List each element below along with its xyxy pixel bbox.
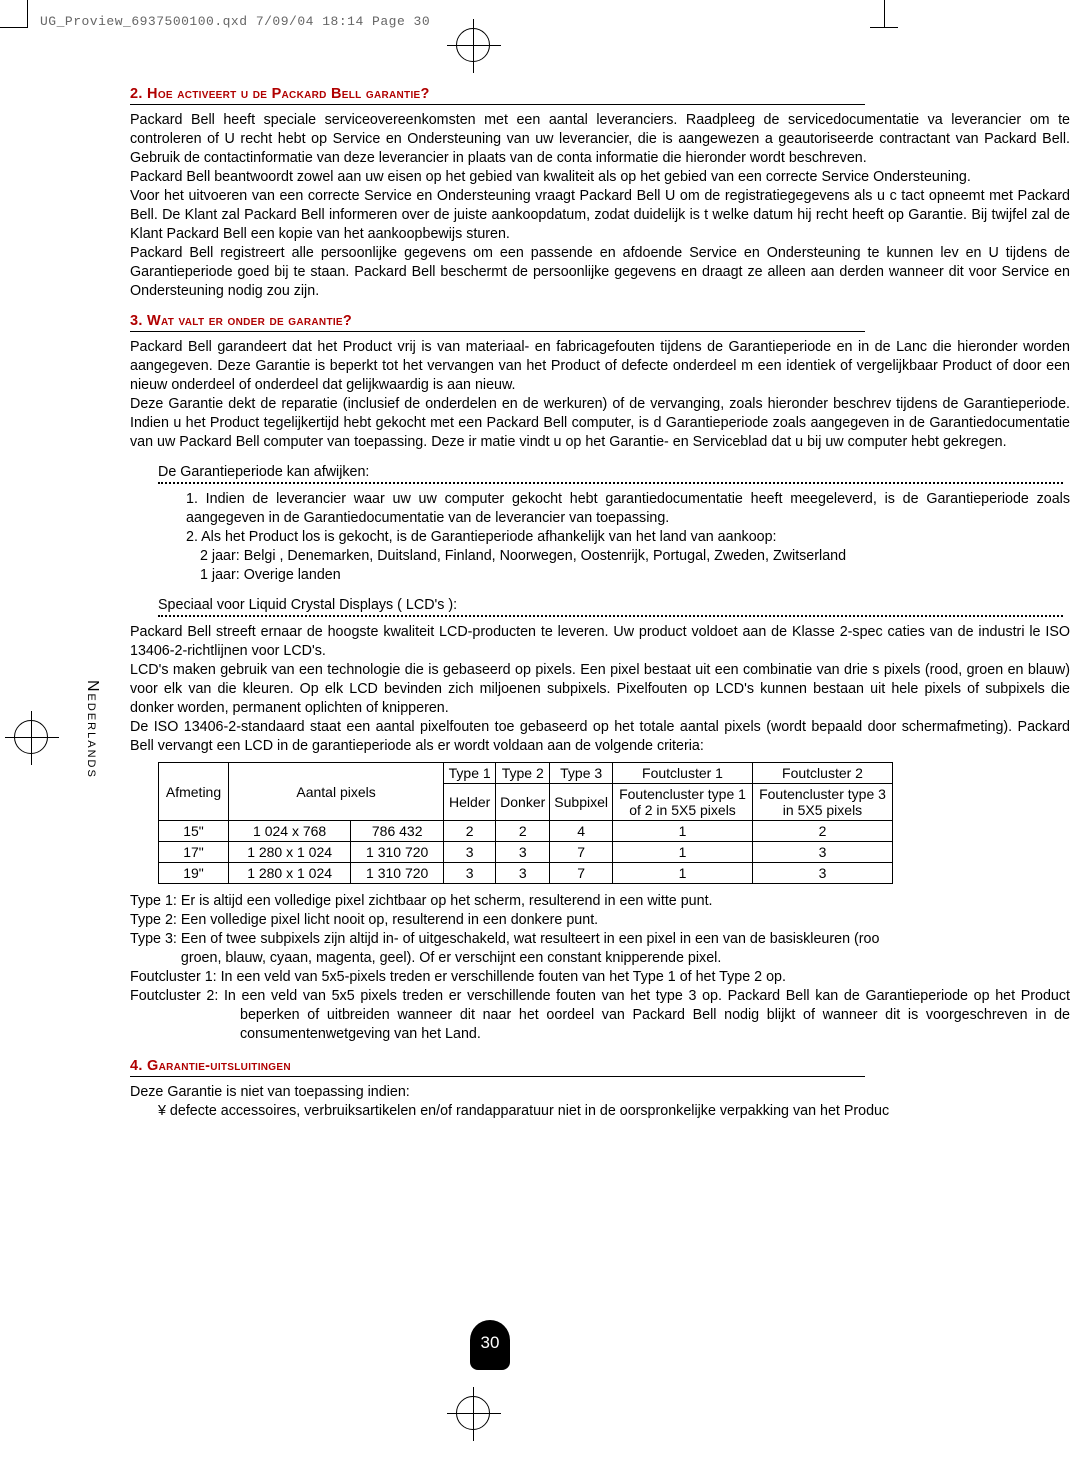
table-cell: 1 bbox=[613, 842, 753, 863]
list-sub-item: 2 jaar: Belgi , Denemarken, Duitsland, F… bbox=[200, 547, 1070, 566]
type-definitions: Type 1: Er is altijd een volledige pixel… bbox=[130, 892, 1070, 1044]
th-type2: Type 2 bbox=[496, 763, 550, 784]
table-cell: 1 bbox=[613, 821, 753, 842]
th-sub: Foutencluster type 1 of 2 in 5X5 pixels bbox=[613, 784, 753, 821]
body-text: De ISO 13406-2-standaard staat een aanta… bbox=[130, 718, 1070, 756]
table-cell: 786 432 bbox=[351, 821, 444, 842]
table-cell: 7 bbox=[550, 842, 613, 863]
pixel-defect-table: Afmeting Aantal pixels Type 1 Type 2 Typ… bbox=[158, 762, 893, 884]
table-cell: 3 bbox=[496, 863, 550, 884]
table-cell: 3 bbox=[444, 863, 496, 884]
section-num: 2. bbox=[130, 86, 143, 102]
dotted-rule bbox=[158, 482, 1063, 484]
table-cell: 3 bbox=[753, 842, 893, 863]
body-text: Packard Bell streeft ernaar de hoogste k… bbox=[130, 623, 1070, 661]
body-text: Deze Garantie dekt de reparatie (inclusi… bbox=[130, 395, 1070, 452]
table-cell: 3 bbox=[496, 842, 550, 863]
page-content: 2. Hoe activeert u de Packard Bell garan… bbox=[130, 86, 1070, 1121]
page-number-badge: 30 bbox=[470, 1320, 510, 1370]
th-sub: Donker bbox=[496, 784, 550, 821]
crop-mark bbox=[870, 27, 898, 28]
table-cell: 1 280 x 1 024 bbox=[229, 863, 351, 884]
table-cell: 1 310 720 bbox=[351, 863, 444, 884]
body-text: Packard Bell beantwoordt zowel aan uw ei… bbox=[130, 168, 1070, 187]
table-cell: 4 bbox=[550, 821, 613, 842]
table-cell: 15" bbox=[159, 821, 229, 842]
crop-mark bbox=[0, 27, 28, 28]
section-2-title: 2. Hoe activeert u de Packard Bell garan… bbox=[130, 86, 1070, 102]
body-text: LCD's maken gebruik van een technologie … bbox=[130, 661, 1070, 718]
list-item: ¥ defecte accessoires, verbruiksartikele… bbox=[158, 1102, 1070, 1121]
th-type1: Type 1 bbox=[444, 763, 496, 784]
table-cell: 19" bbox=[159, 863, 229, 884]
table-cell: 2 bbox=[753, 821, 893, 842]
registration-mark bbox=[456, 28, 490, 62]
list-item: 2. Als het Product los is gekocht, is de… bbox=[186, 528, 1070, 547]
table-cell: 1 024 x 768 bbox=[229, 821, 351, 842]
registration-mark bbox=[14, 720, 48, 754]
body-text: Voor het uitvoeren van een correcte Serv… bbox=[130, 187, 1070, 244]
registration-mark bbox=[456, 1396, 490, 1430]
th-type3: Type 3 bbox=[550, 763, 613, 784]
crop-mark bbox=[884, 0, 885, 28]
table-cell: 1 bbox=[613, 863, 753, 884]
body-text: Packard Bell registreert alle persoonlij… bbox=[130, 244, 1070, 301]
th-sub: Helder bbox=[444, 784, 496, 821]
section-heading: Wat valt er onder de garantie? bbox=[147, 313, 352, 329]
table-cell: 17" bbox=[159, 842, 229, 863]
table-row: 15"1 024 x 768786 43222412 bbox=[159, 821, 893, 842]
section-rule bbox=[130, 104, 865, 105]
def-type3-cont: Type 3: groen, blauw, cyaan, magenta, ge… bbox=[130, 949, 1070, 968]
table-cell: 7 bbox=[550, 863, 613, 884]
sub-heading: Speciaal voor Liquid Crystal Displays ( … bbox=[158, 597, 1070, 613]
th-size: Afmeting bbox=[159, 763, 229, 821]
table-row: 17"1 280 x 1 0241 310 72033713 bbox=[159, 842, 893, 863]
def-fc2: Foutcluster 2: In een veld van 5x5 pixel… bbox=[130, 987, 1070, 1044]
def-type1: Type 1: Er is altijd een volledige pixel… bbox=[130, 892, 1070, 911]
section-num: 4. bbox=[130, 1058, 143, 1074]
th-sub: Foutencluster type 3 in 5X5 pixels bbox=[753, 784, 893, 821]
section-num: 3. bbox=[130, 313, 143, 329]
sub-heading: De Garantieperiode kan afwijken: bbox=[158, 464, 1070, 480]
table-cell: 3 bbox=[444, 842, 496, 863]
table-cell: 1 280 x 1 024 bbox=[229, 842, 351, 863]
table-cell: 2 bbox=[496, 821, 550, 842]
body-text: Packard Bell garandeert dat het Product … bbox=[130, 338, 1070, 395]
crop-mark bbox=[27, 0, 28, 28]
section-rule bbox=[130, 331, 865, 332]
section-4-title: 4. Garantie-uitsluitingen bbox=[130, 1058, 1070, 1074]
table-header-row: Afmeting Aantal pixels Type 1 Type 2 Typ… bbox=[159, 763, 893, 784]
th-pixels: Aantal pixels bbox=[229, 763, 444, 821]
def-type3: Type 3: Een of twee subpixels zijn altij… bbox=[130, 930, 1070, 949]
table-cell: 2 bbox=[444, 821, 496, 842]
th-fc2: Foutcluster 2 bbox=[753, 763, 893, 784]
table-cell: 3 bbox=[753, 863, 893, 884]
section-3-title: 3. Wat valt er onder de garantie? bbox=[130, 313, 1070, 329]
table-cell: 1 310 720 bbox=[351, 842, 444, 863]
section-heading: Hoe activeert u de Packard Bell garantie… bbox=[147, 86, 430, 102]
table-row: 19"1 280 x 1 0241 310 72033713 bbox=[159, 863, 893, 884]
body-text: Packard Bell heeft speciale serviceovere… bbox=[130, 111, 1070, 168]
def-type3-cont-text: groen, blauw, cyaan, magenta, geel). Of … bbox=[181, 950, 721, 966]
list-sub-item: 1 jaar: Overige landen bbox=[200, 566, 1070, 585]
body-text: Deze Garantie is niet van toepassing ind… bbox=[130, 1083, 1070, 1102]
section-rule bbox=[130, 1076, 865, 1077]
section-heading: Garantie-uitsluitingen bbox=[147, 1058, 291, 1074]
dotted-rule bbox=[158, 615, 1063, 617]
list-item: 1. Indien de leverancier waar uw uw comp… bbox=[186, 490, 1070, 528]
th-sub: Subpixel bbox=[550, 784, 613, 821]
th-fc1: Foutcluster 1 bbox=[613, 763, 753, 784]
doc-header-info: UG_Proview_6937500100.qxd 7/09/04 18:14 … bbox=[40, 14, 430, 29]
language-side-label: Nederlands bbox=[83, 680, 101, 779]
def-type2: Type 2: Een volledige pixel licht nooit … bbox=[130, 911, 1070, 930]
def-fc1: Foutcluster 1: In een veld van 5x5-pixel… bbox=[130, 968, 1070, 987]
